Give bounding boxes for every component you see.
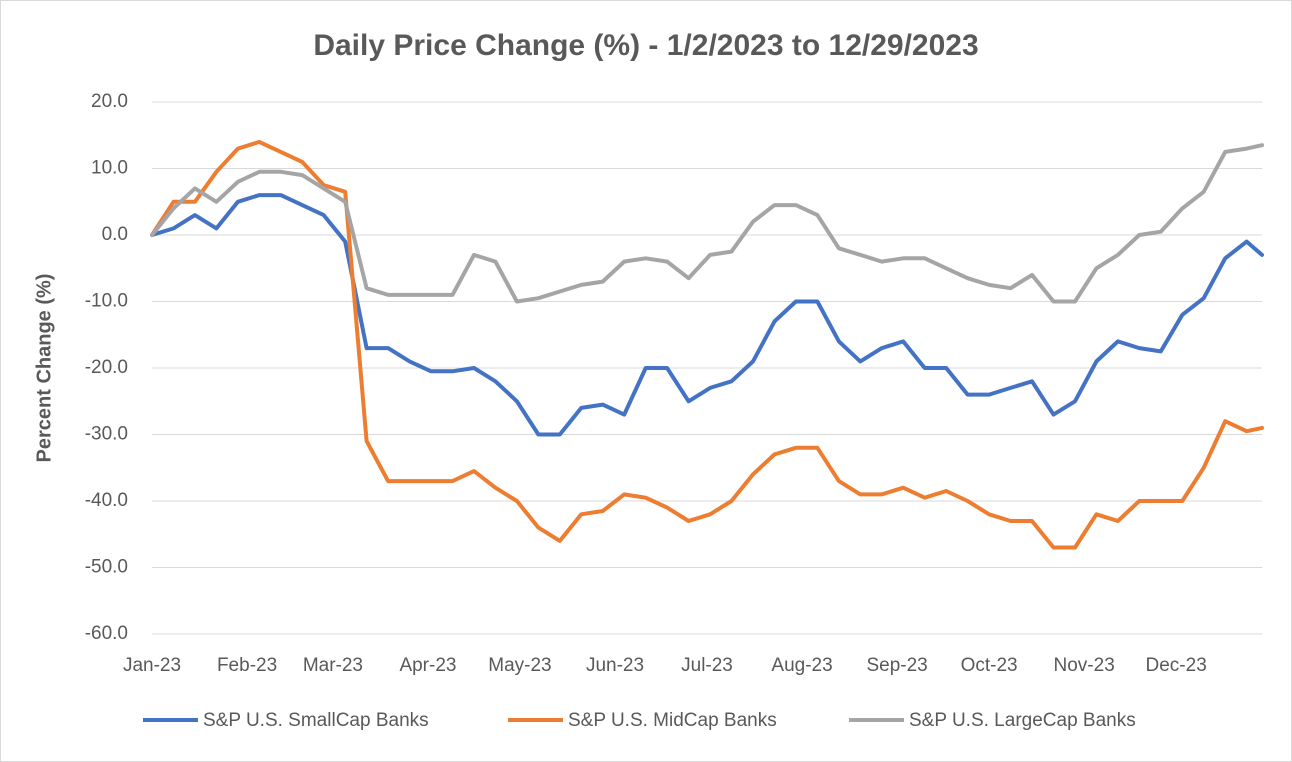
legend-label: S&P U.S. MidCap Banks <box>568 710 777 731</box>
y-tick-label: 20.0 <box>91 91 128 112</box>
x-tick-label: Jun-23 <box>586 655 644 676</box>
x-tick-label: Mar-23 <box>303 655 363 676</box>
y-tick-label: 10.0 <box>91 158 128 179</box>
y-tick-label: -60.0 <box>85 623 128 644</box>
series-line <box>150 139 1264 550</box>
series-line <box>150 143 1264 304</box>
x-tick-label: Jul-23 <box>681 655 733 676</box>
legend-label: S&P U.S. SmallCap Banks <box>203 710 429 731</box>
x-tick-label: Oct-23 <box>961 655 1018 676</box>
x-tick-label: Dec-23 <box>1146 655 1207 676</box>
chart-title: Daily Price Change (%) - 1/2/2023 to 12/… <box>313 29 978 62</box>
series-line <box>150 193 1264 437</box>
y-tick-label: -10.0 <box>85 291 128 312</box>
x-tick-label: Jan-23 <box>123 655 181 676</box>
x-tick-label: May-23 <box>488 655 551 676</box>
x-tick-label: Aug-23 <box>771 655 832 676</box>
y-tick-label: -20.0 <box>85 357 128 378</box>
x-tick-label: Sep-23 <box>866 655 927 676</box>
y-tick-label: -50.0 <box>85 557 128 578</box>
y-tick-label: 0.0 <box>102 224 128 245</box>
x-tick-label: Apr-23 <box>399 655 456 676</box>
x-tick-label: Feb-23 <box>217 655 277 676</box>
legend-label: S&P U.S. LargeCap Banks <box>909 710 1136 731</box>
y-axis-title: Percent Change (%) <box>33 274 55 463</box>
x-tick-label: Nov-23 <box>1054 655 1115 676</box>
y-tick-label: -40.0 <box>85 490 128 511</box>
y-tick-label: -30.0 <box>85 424 128 445</box>
